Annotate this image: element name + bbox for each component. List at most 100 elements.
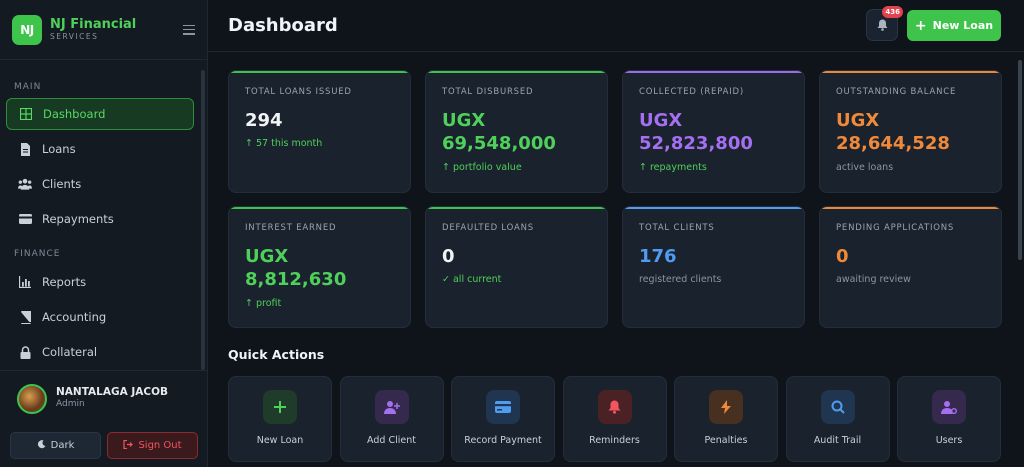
bolt-icon <box>709 390 743 424</box>
menu-toggle-icon[interactable] <box>183 24 195 35</box>
stat-card: INTEREST EARNED UGX 8,812,630 ↑ profit <box>228 206 411 328</box>
sidebar-item-label: Loans <box>42 142 76 156</box>
user-gear-icon <box>932 390 966 424</box>
stat-card: TOTAL CLIENTS 176 registered clients <box>622 206 805 328</box>
user-plus-icon <box>374 390 409 424</box>
sidebar-item-collateral[interactable]: Collateral <box>6 336 194 368</box>
stat-sub: ↑ 57 this month <box>245 138 323 150</box>
card-icon <box>486 390 520 424</box>
quick-action-penalties[interactable]: Penalties <box>674 376 778 462</box>
stat-card: COLLECTED (REPAID) UGX 52,823,800 ↑ repaym… <box>622 70 805 193</box>
grid-icon <box>19 107 33 121</box>
stat-sub: ↑ portfolio value <box>442 161 522 173</box>
avatar <box>17 383 47 414</box>
stat-card: PENDING APPLICATIONS 0 awaiting review <box>819 206 1002 328</box>
stat-label: TOTAL CLIENTS <box>639 223 715 233</box>
stat-value: UGX 28,644,528 <box>836 110 950 155</box>
sidebar-item-label: Reports <box>42 275 87 289</box>
stat-sub: ✓ all current <box>442 274 502 286</box>
sidebar: NJ NJ Financial SERVICES MAIN Dashboard … <box>0 0 208 467</box>
stat-sub: ↑ profit <box>245 297 282 309</box>
quick-action-label: Users <box>935 435 963 446</box>
quick-action-new-loan[interactable]: New Loan <box>228 376 332 462</box>
page-title: Dashboard <box>228 15 338 36</box>
sign-out-button[interactable]: Sign Out <box>107 432 198 459</box>
sidebar-item-label: Dashboard <box>43 107 106 121</box>
plus-icon: + <box>914 17 927 34</box>
search-icon <box>820 390 855 424</box>
user-name: NANTALAGA JACOB <box>56 386 169 399</box>
quick-action-label: Audit Trail <box>813 435 862 446</box>
stat-sub: awaiting review <box>836 274 911 286</box>
users-icon <box>18 177 32 191</box>
stat-sub: ↑ repayments <box>639 161 707 173</box>
stat-card: DEFAULTED LOANS 0 ✓ all current <box>425 206 608 328</box>
quick-action-label: New Loan <box>256 435 304 446</box>
new-loan-button[interactable]: + New Loan <box>907 10 1001 41</box>
sidebar-item-label: Clients <box>42 177 82 191</box>
quick-action-label: Penalties <box>704 435 748 446</box>
moon-icon <box>37 439 46 452</box>
sidebar-scrollbar[interactable] <box>201 70 205 370</box>
stat-card: OUTSTANDING BALANCE UGX 28,644,528 active … <box>819 70 1002 193</box>
sidebar-item-label: Collateral <box>42 345 98 359</box>
stat-label: DEFAULTED LOANS <box>442 223 534 233</box>
quick-action-add-client[interactable]: Add Client <box>339 376 444 462</box>
user-role: Admin <box>56 399 85 410</box>
stat-value: 0 <box>442 246 455 267</box>
stat-value: UGX 8,812,630 <box>245 246 347 291</box>
stat-label: OUTSTANDING BALANCE <box>836 87 957 97</box>
bell-icon <box>597 390 632 424</box>
stat-value: 0 <box>836 246 849 267</box>
stat-label: PENDING APPLICATIONS <box>836 223 955 233</box>
sidebar-item-clients[interactable]: Clients <box>6 168 194 200</box>
stat-value: 176 <box>639 246 677 267</box>
stat-value: UGX 52,823,800 <box>639 110 753 155</box>
quick-action-record-payment[interactable]: Record Payment <box>451 376 555 462</box>
stat-sub: active loans <box>836 161 894 173</box>
section-label-finance: FINANCE <box>14 249 61 259</box>
header: Dashboard <box>208 0 1024 52</box>
user-profile[interactable]: NANTALAGA JACOB Admin <box>0 370 207 426</box>
quick-actions-title: Quick Actions <box>228 347 325 362</box>
lock-icon <box>18 345 32 359</box>
notifications-button[interactable]: 436 <box>866 6 903 41</box>
quick-action-audit-trail[interactable]: Audit Trail <box>785 376 890 462</box>
stat-label: TOTAL DISBURSED <box>442 87 534 97</box>
sidebar-item-label: Accounting <box>42 310 107 324</box>
document-icon <box>18 142 32 156</box>
main-content: Dashboard 436 + New Loan TOTAL LOANS ISS… <box>208 0 1024 467</box>
stat-value: UGX 69,548,000 <box>442 110 556 155</box>
sidebar-item-label: Repayments <box>42 212 114 226</box>
stat-card: TOTAL DISBURSED UGX 69,548,000 ↑ portfolio… <box>425 70 608 193</box>
dark-mode-button[interactable]: Dark <box>10 432 101 459</box>
book-icon <box>18 310 32 324</box>
brand-name: NJ Financial <box>50 17 137 33</box>
stat-value: 294 <box>245 110 283 131</box>
quick-action-users[interactable]: Users <box>897 376 1001 462</box>
sidebar-item-reports[interactable]: Reports <box>6 266 194 298</box>
stat-label: INTEREST EARNED <box>245 223 337 233</box>
stat-label: TOTAL LOANS ISSUED <box>245 87 352 97</box>
quick-action-label: Add Client <box>367 435 416 446</box>
chart-icon <box>18 275 32 289</box>
notification-badge: 436 <box>882 6 903 18</box>
brand-sub: SERVICES <box>50 31 99 41</box>
stat-label: COLLECTED (REPAID) <box>639 87 744 97</box>
sidebar-item-accounting[interactable]: Accounting <box>6 301 194 333</box>
sidebar-item-repayments[interactable]: Repayments <box>6 203 194 235</box>
card-icon <box>18 212 32 226</box>
quick-action-reminders[interactable]: Reminders <box>562 376 667 462</box>
sidebar-item-dashboard[interactable]: Dashboard <box>6 98 194 130</box>
bell-icon <box>877 16 888 35</box>
stat-card: TOTAL LOANS ISSUED 294 ↑ 57 this month <box>228 70 411 193</box>
main-scrollbar[interactable] <box>1018 60 1022 260</box>
quick-action-label: Record Payment <box>464 435 542 446</box>
brand: NJ NJ Financial SERVICES <box>0 0 207 60</box>
plus-icon <box>263 390 297 424</box>
logo: NJ <box>12 14 42 45</box>
stat-sub: registered clients <box>639 274 722 286</box>
sidebar-item-loans[interactable]: Loans <box>6 133 194 165</box>
quick-action-label: Reminders <box>589 435 640 446</box>
section-label-main: MAIN <box>14 82 42 92</box>
